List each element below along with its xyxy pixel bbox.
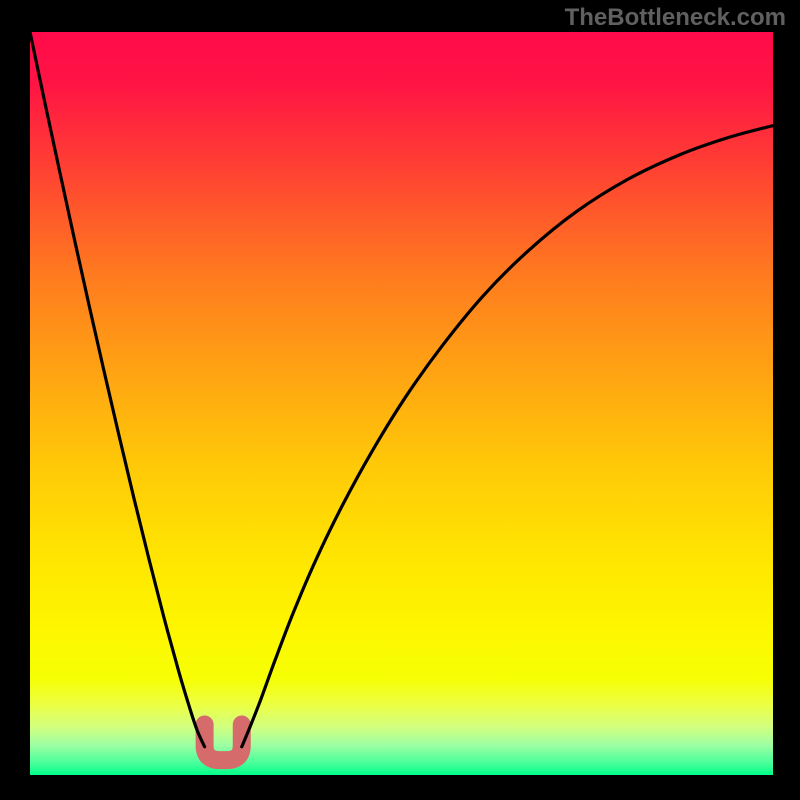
watermark-text: TheBottleneck.com [565, 4, 786, 32]
curve-left-branch [30, 32, 205, 747]
sweet-spot-marker [205, 724, 242, 760]
curve-right-branch [242, 126, 773, 747]
chart-overlay-svg [30, 32, 773, 775]
bottleneck-chart [30, 32, 773, 775]
